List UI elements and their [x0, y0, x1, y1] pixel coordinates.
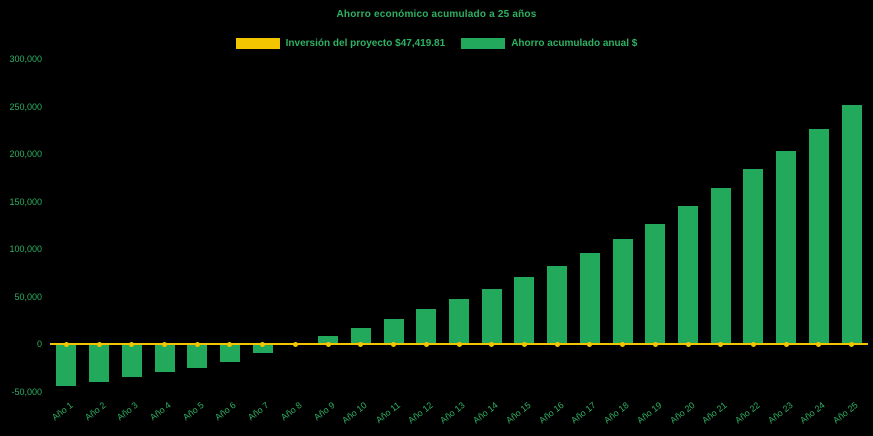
x-tick-label: Año 2: [82, 400, 108, 423]
x-tick-label: Año 4: [147, 400, 173, 423]
investment-line-marker: [489, 341, 495, 347]
bar-año-25: [841, 104, 862, 345]
bar-año-21: [710, 187, 731, 345]
investment-line-marker: [63, 341, 69, 347]
x-tick-label: Año 10: [340, 400, 370, 426]
bar-año-19: [645, 223, 666, 345]
bar-año-23: [776, 150, 797, 345]
y-tick-label: 50,000: [14, 291, 42, 302]
bar-año-4: [154, 344, 175, 373]
investment-line-marker: [620, 341, 626, 347]
bar-año-11: [383, 319, 404, 345]
x-tick-label: Año 20: [667, 400, 697, 426]
bar-año-14: [481, 288, 502, 345]
x-tick-label: Año 8: [278, 400, 304, 423]
investment-line-marker: [685, 341, 691, 347]
investment-line-marker: [162, 341, 168, 347]
bar-año-7: [252, 344, 273, 354]
investment-swatch: [235, 38, 280, 49]
investment-line-marker: [783, 341, 789, 347]
bar-año-6: [219, 344, 240, 363]
investment-line-marker: [456, 341, 462, 347]
x-tick-label: Año 15: [503, 400, 533, 426]
bar-año-1: [56, 344, 77, 387]
x-tick-label: Año 9: [311, 400, 337, 423]
investment-line-marker: [260, 341, 266, 347]
investment-line-marker: [849, 341, 855, 347]
x-tick-label: Año 17: [569, 400, 599, 426]
legend-label-savings: Ahorro acumulado anual $: [511, 38, 638, 49]
investment-line-marker: [554, 341, 560, 347]
investment-line-marker: [652, 341, 658, 347]
x-tick-label: Año 24: [798, 400, 828, 426]
x-tick-label: Año 21: [700, 400, 729, 426]
investment-line-marker: [292, 341, 298, 347]
legend-label-investment: Inversión del proyecto $47,419.81: [285, 38, 446, 49]
investment-line-marker: [423, 341, 429, 347]
savings-swatch: [461, 38, 506, 49]
bar-año-17: [579, 253, 600, 345]
y-tick-label: 100,000: [9, 244, 42, 255]
chart-title: Ahorro económico acumulado a 25 años: [336, 9, 537, 20]
x-tick-label: Año 7: [246, 400, 271, 423]
investment-line-marker: [521, 341, 527, 347]
x-tick-label: Año 1: [49, 400, 75, 423]
bar-año-13: [449, 299, 469, 345]
x-tick-label: Año 25: [831, 400, 860, 426]
bar-año-16: [547, 265, 568, 345]
investment-line-marker: [750, 341, 756, 347]
investment-line-marker: [129, 341, 135, 347]
bar-año-2: [89, 344, 110, 382]
investment-line-marker: [587, 341, 593, 347]
bar-año-15: [514, 277, 535, 345]
bar-año-18: [612, 239, 633, 345]
x-tick-label: Año 23: [765, 400, 795, 426]
bar-año-12: [416, 309, 437, 345]
legend-item-savings: Ahorro acumulado anual $: [461, 38, 637, 49]
bar-año-3: [121, 344, 142, 378]
x-tick-label: Año 14: [471, 400, 500, 426]
y-tick-label: 150,000: [9, 196, 42, 207]
x-tick-label: Año 12: [405, 400, 435, 426]
x-tick-label: Año 18: [602, 400, 631, 426]
x-tick-label: Año 19: [634, 400, 664, 426]
bar-año-10: [350, 327, 371, 345]
bar-año-22: [743, 169, 764, 345]
bar-año-9: [318, 336, 339, 345]
x-tick-label: Año 6: [213, 400, 239, 423]
legend: Inversión del proyecto $47,419.81 Ahorro…: [0, 38, 873, 49]
y-tick-label: 250,000: [9, 101, 42, 112]
x-tick-label: Año 3: [115, 400, 140, 423]
investment-line-marker: [227, 341, 233, 347]
bar-año-24: [808, 128, 829, 345]
x-tick-label: Año 22: [733, 400, 762, 426]
x-tick-label: Año 11: [373, 400, 402, 426]
y-tick-label: 300,000: [9, 54, 42, 64]
y-tick-label: -50,000: [11, 387, 42, 397]
investment-line-marker: [194, 341, 200, 347]
x-tick-label: Año 16: [536, 400, 566, 426]
bar-año-20: [678, 206, 699, 345]
x-tick-label: Año 5: [180, 400, 206, 423]
legend-item-investment: Inversión del proyecto $47,419.81: [235, 38, 446, 49]
investment-line-marker: [391, 341, 397, 347]
investment-line-marker: [358, 341, 364, 347]
y-tick-label: 0: [36, 339, 42, 350]
investment-line-marker: [325, 341, 331, 347]
bar-año-5: [187, 344, 208, 368]
investment-line-marker: [96, 341, 102, 347]
x-tick-label: Año 13: [438, 400, 468, 426]
investment-line-marker: [718, 341, 724, 347]
investment-line-marker: [816, 341, 822, 347]
y-tick-label: 200,000: [9, 149, 42, 160]
